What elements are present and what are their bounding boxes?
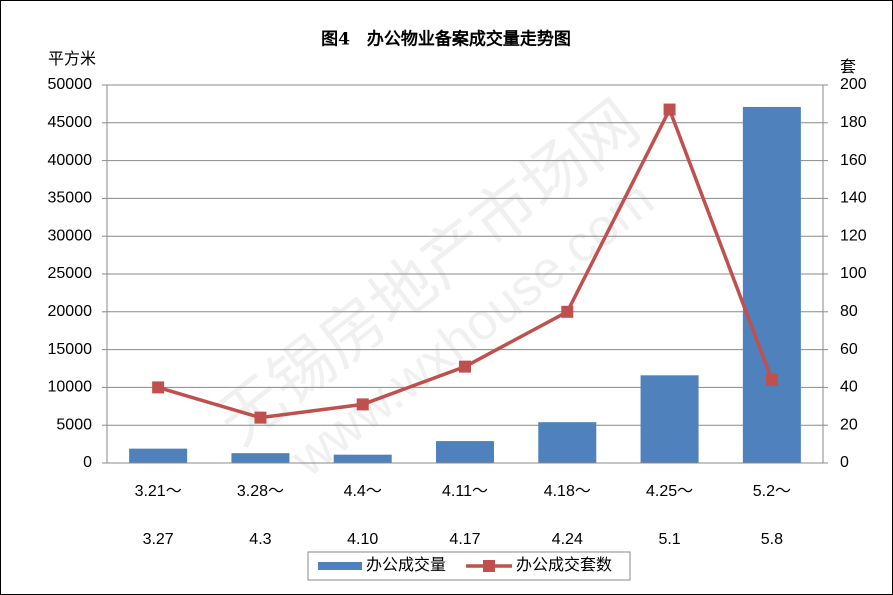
y-axis-title: 平方米 [48, 50, 96, 68]
marker [459, 360, 471, 373]
x-tick-label: 5.1 [658, 531, 680, 548]
x-tick-label: 4.3 [249, 531, 271, 548]
x-tick-label: 3.27 [143, 531, 174, 548]
y2-tick-label: 140 [840, 190, 867, 207]
x-tick-label: 4.25～ [646, 483, 693, 500]
bar [436, 441, 494, 463]
bar [129, 448, 188, 463]
bar [742, 106, 801, 463]
x-tick-label: 4.10 [347, 531, 378, 548]
x-tick-label: 5.8 [761, 531, 783, 548]
bar [333, 454, 392, 463]
y2-tick-label: 180 [840, 114, 867, 131]
marker [152, 381, 165, 394]
y2-tick-label: 60 [840, 341, 858, 358]
legend-swatch [318, 562, 362, 570]
x-tick-label: 5.2～ [753, 483, 791, 500]
legend-marker [483, 560, 495, 572]
y2-tick-label: 0 [840, 454, 849, 471]
chart-title: 图4 办公物业备案成交量走势图 [321, 29, 571, 50]
x-tick-label: 4.11～ [442, 483, 488, 500]
legend-label: 办公成交套数 [516, 556, 612, 574]
y2-tick-label: 80 [840, 303, 858, 320]
y-tick-label: 20000 [48, 303, 93, 320]
y-tick-label: 25000 [48, 265, 93, 282]
y2-tick-label: 20 [840, 416, 858, 433]
marker [561, 305, 574, 318]
y2-tick-label: 200 [840, 76, 867, 93]
x-tick-label: 4.18～ [544, 483, 591, 500]
y-tick-label: 0 [83, 454, 92, 471]
x-tick-label: 4.24 [552, 531, 583, 548]
y-tick-label: 10000 [48, 379, 93, 396]
marker [254, 411, 267, 424]
y2-tick-label: 160 [840, 152, 867, 169]
marker [765, 373, 778, 386]
y-tick-label: 5000 [56, 416, 92, 433]
x-tick-label: 3.28～ [237, 483, 284, 500]
y-tick-label: 45000 [48, 114, 93, 131]
marker [356, 398, 369, 411]
y2-tick-label: 40 [840, 379, 858, 396]
y-tick-label: 40000 [48, 152, 93, 169]
bar [640, 375, 699, 463]
x-tick-label: 4.4～ [344, 483, 382, 500]
bar [538, 422, 597, 463]
marker [663, 103, 676, 116]
y-tick-label: 30000 [48, 227, 93, 244]
x-tick-label: 3.21～ [135, 483, 182, 500]
y2-axis-title: 套 [840, 58, 856, 76]
legend-label: 办公成交量 [366, 556, 446, 574]
x-tick-label: 4.17 [449, 531, 480, 548]
y-tick-label: 35000 [48, 190, 93, 207]
y2-tick-label: 100 [840, 265, 867, 282]
bar [231, 453, 290, 463]
y-tick-label: 15000 [48, 341, 93, 358]
y-tick-label: 50000 [48, 76, 93, 93]
y2-tick-label: 120 [840, 227, 867, 244]
